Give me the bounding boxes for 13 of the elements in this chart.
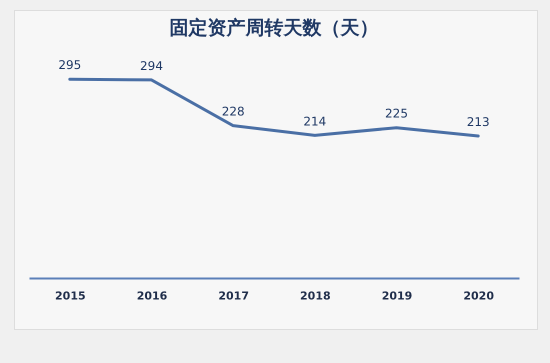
x-tick-label: 2016 (136, 290, 168, 302)
x-tick-label: 2017 (218, 290, 249, 302)
x-tick-label: 2018 (300, 290, 331, 302)
data-label: 228 (222, 104, 245, 119)
x-tick-label: 2020 (463, 290, 494, 302)
x-tick-label: 2015 (55, 290, 86, 302)
data-label: 294 (140, 58, 163, 73)
data-label: 214 (303, 114, 326, 128)
data-label: 295 (58, 58, 82, 72)
data-label: 213 (466, 115, 490, 130)
chart-title: 固定资产周转天数（天） (170, 17, 378, 39)
data-label: 225 (385, 106, 408, 121)
x-tick-label: 2019 (382, 290, 412, 302)
